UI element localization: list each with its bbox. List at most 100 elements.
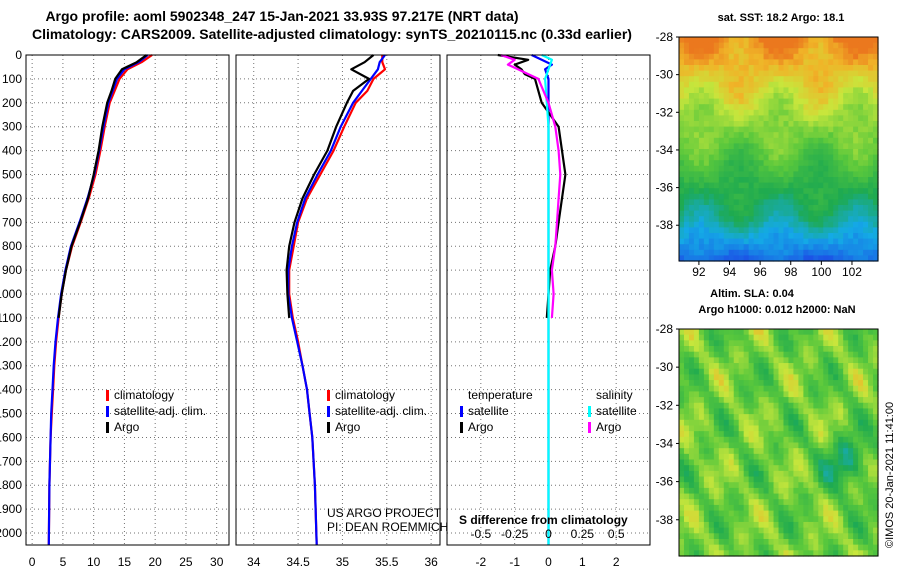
map-cell <box>803 431 809 438</box>
map-cell <box>753 199 760 206</box>
map-cell <box>743 76 750 83</box>
map-cell <box>733 109 740 116</box>
map-cell <box>708 199 715 206</box>
map-cell <box>768 171 775 178</box>
map-cell <box>798 482 804 489</box>
map-cell <box>873 210 879 217</box>
map-cell <box>723 431 730 438</box>
map-cell <box>763 171 770 178</box>
map-cell <box>733 37 740 44</box>
map-cell <box>763 448 770 455</box>
map-cell <box>733 368 740 375</box>
map-cell <box>758 550 765 557</box>
map-cell <box>688 414 695 421</box>
map-cell <box>723 487 730 495</box>
map-cell <box>743 249 750 256</box>
map-cell <box>808 459 814 466</box>
map-cell <box>718 544 725 551</box>
map-cell <box>863 397 869 404</box>
map-cell <box>768 470 775 478</box>
map-cell <box>863 70 869 77</box>
map-cell <box>768 448 775 455</box>
map-cell <box>728 363 735 370</box>
map-cell <box>783 476 790 483</box>
map-cell <box>798 368 804 375</box>
map-cell <box>733 459 740 466</box>
map-cell <box>773 132 780 139</box>
map-cell <box>843 193 849 200</box>
map-cell <box>808 493 814 500</box>
map-cell <box>783 216 790 223</box>
map-cell <box>693 98 700 105</box>
map-cell <box>793 149 799 156</box>
map-cell <box>723 340 730 347</box>
map-cell <box>713 363 720 370</box>
map-cell <box>703 510 710 517</box>
lat-tick-label: -30 <box>656 68 674 82</box>
map-cell <box>743 104 750 111</box>
map-cell <box>783 436 790 444</box>
map-cell <box>843 188 849 195</box>
map-cell <box>778 465 785 472</box>
map-cell <box>743 188 750 195</box>
map-cell <box>758 363 765 370</box>
map-cell <box>788 137 795 144</box>
map-cell <box>798 37 804 44</box>
map-cell <box>728 385 735 393</box>
map-cell <box>679 482 685 489</box>
map-cell <box>828 527 834 534</box>
map-cell <box>798 238 804 245</box>
map-cell <box>798 233 804 240</box>
map-cell <box>753 59 760 66</box>
map-cell <box>833 165 839 172</box>
map-cell <box>818 482 824 489</box>
map-cell <box>833 363 839 370</box>
map-cell <box>803 425 809 432</box>
map-cell <box>843 48 849 55</box>
y-tick-label: 1600 <box>0 430 22 444</box>
map-cell <box>798 137 804 144</box>
map-cell <box>738 149 745 156</box>
map-cell <box>768 351 775 358</box>
map-cell <box>738 482 745 489</box>
map-cell <box>783 363 790 370</box>
map-cell <box>698 346 705 353</box>
map-cell <box>748 431 755 438</box>
map-cell <box>828 459 834 466</box>
map-cell <box>868 199 874 206</box>
map-cell <box>763 205 770 212</box>
map-cell <box>828 171 834 178</box>
map-cell <box>803 53 809 60</box>
map-cell <box>723 476 730 483</box>
map-cell <box>723 53 730 60</box>
y-tick-label: 900 <box>2 263 22 277</box>
map-cell <box>758 126 765 133</box>
map-cell <box>738 402 745 410</box>
map-cell <box>768 109 775 116</box>
map-cell <box>818 126 824 133</box>
map-cell <box>743 221 750 228</box>
map-cell <box>763 357 770 364</box>
map-cell <box>708 65 715 72</box>
map-cell <box>703 550 710 557</box>
map-cell <box>753 188 760 195</box>
credit-pi: PI: DEAN ROEMMICH <box>327 520 448 534</box>
map-cell <box>848 510 854 517</box>
map-cell <box>723 59 730 66</box>
diff-legend: temperature salinity satellite Argo sate… <box>459 388 637 527</box>
map-cell <box>773 93 780 100</box>
map-cell <box>753 193 760 200</box>
map-cell <box>793 499 799 506</box>
map-cell <box>679 37 685 44</box>
map-cell <box>758 346 765 353</box>
map-cell <box>693 126 700 133</box>
map-cell <box>833 171 839 178</box>
y-tick-label: 0 <box>15 48 22 62</box>
map-cell <box>823 59 829 66</box>
map-cell <box>753 510 760 517</box>
map-cell <box>843 221 849 228</box>
map-cell <box>768 431 775 438</box>
series-satellite-adj-clim- <box>47 54 149 546</box>
map-cell <box>733 550 740 557</box>
map-cell <box>853 436 859 444</box>
